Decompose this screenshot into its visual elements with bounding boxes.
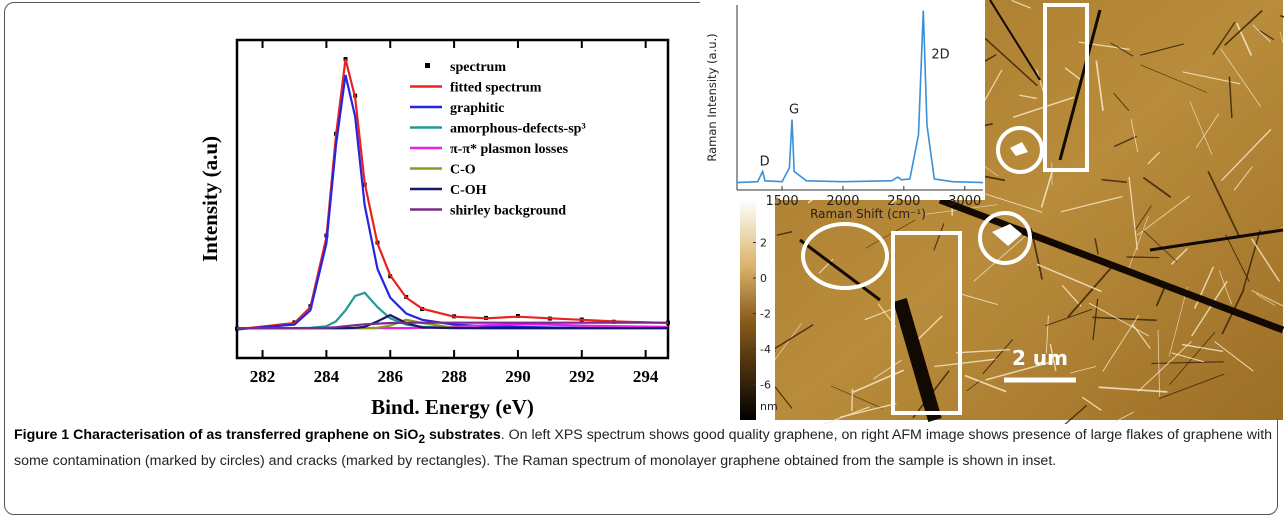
caption-label: Figure 1 xyxy=(14,427,69,443)
colorbar-unit: nm xyxy=(760,400,778,413)
x-tick-label: 282 xyxy=(250,367,276,386)
legend-label: C-OH xyxy=(450,183,487,198)
x-axis-label: Bind. Energy (eV) xyxy=(371,395,534,419)
xps-chart: 282 284 286 288 290 292 294 Bind. Energy (eV) In… xyxy=(198,40,670,419)
raman-inset-bg xyxy=(700,0,985,200)
y-axis-label: Intensity (a.u) xyxy=(198,136,222,262)
caption-title-text: substrates xyxy=(425,427,501,443)
colorbar-tick-label: 0 xyxy=(760,272,767,285)
x-tick-label: 294 xyxy=(633,367,659,386)
x-tick-label: 288 xyxy=(441,367,467,386)
caption: Figure 1 Characterisation of as transfer… xyxy=(14,424,1276,472)
colorbar-tick-label: -2 xyxy=(760,308,771,321)
legend-label: C-O xyxy=(450,163,476,178)
colorbar xyxy=(740,200,756,420)
legend-label: shirley background xyxy=(450,204,566,219)
x-tick-label: 286 xyxy=(377,367,403,386)
colorbar-tick-label: -6 xyxy=(760,379,771,392)
x-tick-label: 290 xyxy=(505,367,531,386)
x-tick-label: 1500 xyxy=(766,194,799,209)
legend-label: fitted spectrum xyxy=(450,81,542,96)
legend-label: spectrum xyxy=(450,60,506,75)
x-tick-label: 3000 xyxy=(948,194,981,209)
peak-label: G xyxy=(789,103,799,118)
legend-label: graphitic xyxy=(450,101,504,116)
legend-label: amorphous-defects-sp³ xyxy=(450,122,586,137)
caption-title: Characterisation of as transferred graph… xyxy=(73,427,501,443)
flake-edge xyxy=(852,389,853,411)
peak-label: 2D xyxy=(931,48,949,63)
colorbar-tick-label: 2 xyxy=(760,237,767,250)
colorbar-tick-label: -4 xyxy=(760,343,771,356)
peak-label: D xyxy=(760,155,770,170)
y-axis-label: Raman Intensity (a.u.) xyxy=(705,33,719,161)
caption-title-text: Characterisation of as transferred graph… xyxy=(73,427,418,443)
scale-bar-label: 2 um xyxy=(1012,346,1068,370)
x-tick-label: 292 xyxy=(569,367,595,386)
legend-label: π-π* plasmon losses xyxy=(450,142,569,157)
legend-marker xyxy=(425,63,430,68)
page: {"chart_data": [ {"type": "line", "x_lab… xyxy=(0,0,1284,519)
x-axis-label: Raman Shift (cm⁻¹) xyxy=(810,207,926,221)
x-tick-label: 284 xyxy=(314,367,340,386)
flake-edge xyxy=(1126,257,1159,258)
